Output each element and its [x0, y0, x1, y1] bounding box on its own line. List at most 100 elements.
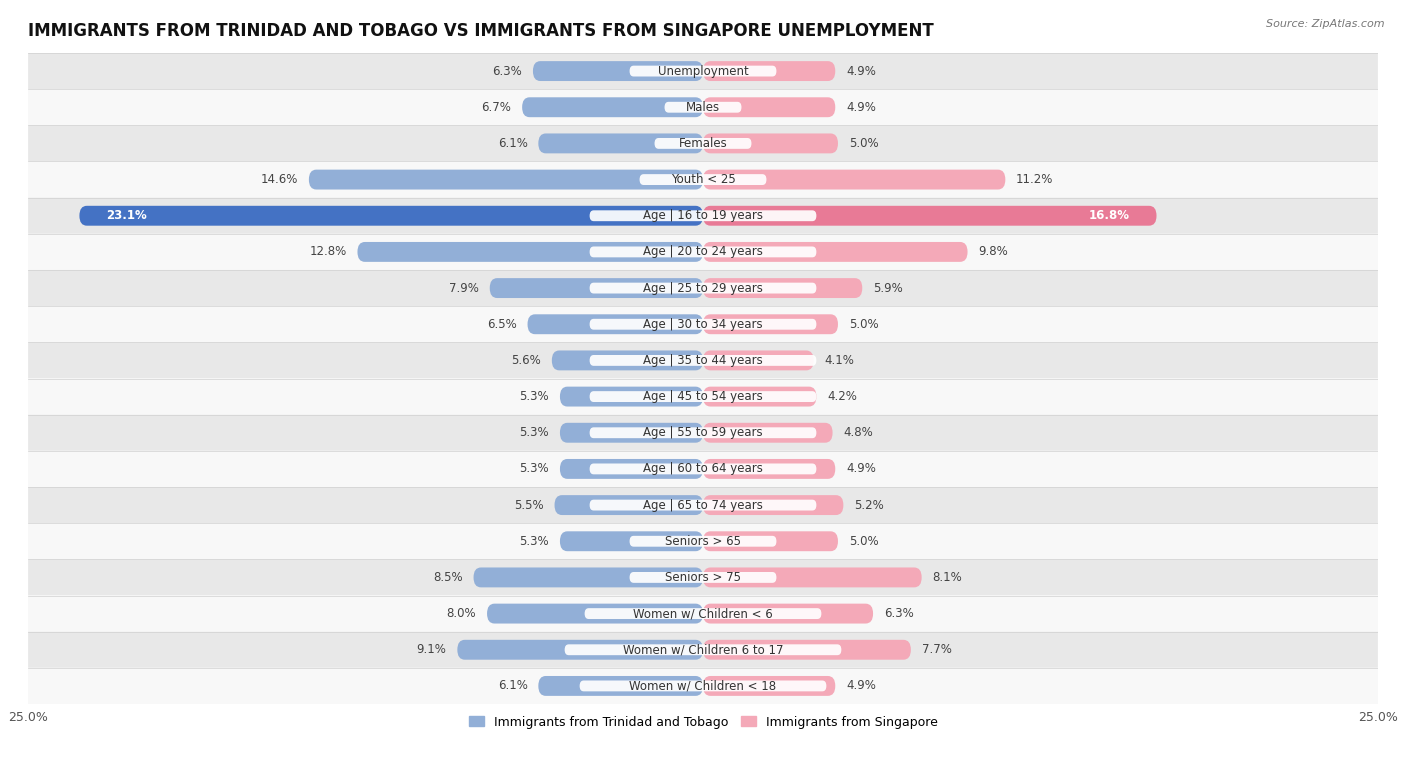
FancyBboxPatch shape	[28, 161, 1378, 198]
FancyBboxPatch shape	[527, 314, 703, 334]
Text: Age | 20 to 24 years: Age | 20 to 24 years	[643, 245, 763, 258]
Text: 6.1%: 6.1%	[498, 680, 527, 693]
FancyBboxPatch shape	[703, 387, 817, 407]
Text: 4.9%: 4.9%	[846, 64, 876, 77]
FancyBboxPatch shape	[538, 133, 703, 154]
FancyBboxPatch shape	[28, 523, 1378, 559]
FancyBboxPatch shape	[703, 170, 1005, 189]
FancyBboxPatch shape	[357, 242, 703, 262]
FancyBboxPatch shape	[79, 206, 703, 226]
FancyBboxPatch shape	[28, 342, 1378, 378]
FancyBboxPatch shape	[703, 495, 844, 515]
Text: Unemployment: Unemployment	[658, 64, 748, 77]
Text: 5.5%: 5.5%	[515, 499, 544, 512]
Text: 5.0%: 5.0%	[849, 534, 879, 548]
FancyBboxPatch shape	[538, 676, 703, 696]
FancyBboxPatch shape	[28, 668, 1378, 704]
Text: 4.1%: 4.1%	[824, 354, 855, 367]
Text: 9.8%: 9.8%	[979, 245, 1008, 258]
FancyBboxPatch shape	[457, 640, 703, 659]
FancyBboxPatch shape	[703, 242, 967, 262]
FancyBboxPatch shape	[640, 174, 766, 185]
FancyBboxPatch shape	[486, 603, 703, 624]
Text: 8.5%: 8.5%	[433, 571, 463, 584]
Text: 14.6%: 14.6%	[260, 173, 298, 186]
Text: Youth < 25: Youth < 25	[671, 173, 735, 186]
FancyBboxPatch shape	[554, 495, 703, 515]
FancyBboxPatch shape	[579, 681, 827, 691]
FancyBboxPatch shape	[522, 98, 703, 117]
Text: 16.8%: 16.8%	[1088, 209, 1129, 223]
FancyBboxPatch shape	[589, 282, 817, 294]
FancyBboxPatch shape	[28, 596, 1378, 631]
Text: 4.2%: 4.2%	[827, 390, 858, 403]
Text: 5.0%: 5.0%	[849, 137, 879, 150]
FancyBboxPatch shape	[703, 98, 835, 117]
FancyBboxPatch shape	[703, 133, 838, 154]
Text: Age | 60 to 64 years: Age | 60 to 64 years	[643, 463, 763, 475]
FancyBboxPatch shape	[703, 459, 835, 479]
FancyBboxPatch shape	[589, 210, 817, 221]
FancyBboxPatch shape	[589, 319, 817, 330]
Text: 5.3%: 5.3%	[519, 426, 550, 439]
FancyBboxPatch shape	[28, 198, 1378, 234]
FancyBboxPatch shape	[703, 61, 835, 81]
Text: 8.1%: 8.1%	[932, 571, 962, 584]
FancyBboxPatch shape	[489, 278, 703, 298]
Text: 5.3%: 5.3%	[519, 463, 550, 475]
Text: Age | 16 to 19 years: Age | 16 to 19 years	[643, 209, 763, 223]
Text: 12.8%: 12.8%	[309, 245, 347, 258]
FancyBboxPatch shape	[28, 559, 1378, 596]
FancyBboxPatch shape	[703, 350, 814, 370]
Text: Women w/ Children 6 to 17: Women w/ Children 6 to 17	[623, 643, 783, 656]
FancyBboxPatch shape	[28, 415, 1378, 451]
Text: 11.2%: 11.2%	[1017, 173, 1053, 186]
FancyBboxPatch shape	[474, 568, 703, 587]
FancyBboxPatch shape	[560, 423, 703, 443]
Text: Women w/ Children < 18: Women w/ Children < 18	[630, 680, 776, 693]
Text: Age | 30 to 34 years: Age | 30 to 34 years	[643, 318, 763, 331]
FancyBboxPatch shape	[703, 603, 873, 624]
FancyBboxPatch shape	[28, 270, 1378, 306]
Text: Age | 55 to 59 years: Age | 55 to 59 years	[643, 426, 763, 439]
FancyBboxPatch shape	[28, 126, 1378, 161]
Text: 4.9%: 4.9%	[846, 463, 876, 475]
FancyBboxPatch shape	[703, 531, 838, 551]
FancyBboxPatch shape	[560, 387, 703, 407]
Text: 7.7%: 7.7%	[922, 643, 952, 656]
Text: 6.7%: 6.7%	[481, 101, 512, 114]
Text: 23.1%: 23.1%	[107, 209, 148, 223]
FancyBboxPatch shape	[28, 378, 1378, 415]
Text: 6.1%: 6.1%	[498, 137, 527, 150]
Text: Females: Females	[679, 137, 727, 150]
Text: 5.2%: 5.2%	[855, 499, 884, 512]
Text: Women w/ Children < 6: Women w/ Children < 6	[633, 607, 773, 620]
FancyBboxPatch shape	[589, 247, 817, 257]
Text: 4.9%: 4.9%	[846, 101, 876, 114]
Text: Age | 25 to 29 years: Age | 25 to 29 years	[643, 282, 763, 294]
FancyBboxPatch shape	[560, 459, 703, 479]
Text: 4.9%: 4.9%	[846, 680, 876, 693]
Text: 6.3%: 6.3%	[492, 64, 522, 77]
FancyBboxPatch shape	[565, 644, 841, 656]
Text: Age | 65 to 74 years: Age | 65 to 74 years	[643, 499, 763, 512]
Text: 5.6%: 5.6%	[512, 354, 541, 367]
Text: 6.3%: 6.3%	[884, 607, 914, 620]
Text: IMMIGRANTS FROM TRINIDAD AND TOBAGO VS IMMIGRANTS FROM SINGAPORE UNEMPLOYMENT: IMMIGRANTS FROM TRINIDAD AND TOBAGO VS I…	[28, 22, 934, 40]
FancyBboxPatch shape	[589, 427, 817, 438]
Text: 7.9%: 7.9%	[449, 282, 479, 294]
FancyBboxPatch shape	[703, 423, 832, 443]
FancyBboxPatch shape	[28, 306, 1378, 342]
FancyBboxPatch shape	[589, 500, 817, 510]
FancyBboxPatch shape	[560, 531, 703, 551]
Legend: Immigrants from Trinidad and Tobago, Immigrants from Singapore: Immigrants from Trinidad and Tobago, Imm…	[464, 711, 942, 734]
FancyBboxPatch shape	[585, 608, 821, 619]
FancyBboxPatch shape	[28, 234, 1378, 270]
FancyBboxPatch shape	[703, 676, 835, 696]
Text: 6.5%: 6.5%	[486, 318, 517, 331]
Text: 5.3%: 5.3%	[519, 390, 550, 403]
FancyBboxPatch shape	[551, 350, 703, 370]
Text: Seniors > 65: Seniors > 65	[665, 534, 741, 548]
FancyBboxPatch shape	[589, 355, 817, 366]
Text: 8.0%: 8.0%	[447, 607, 477, 620]
